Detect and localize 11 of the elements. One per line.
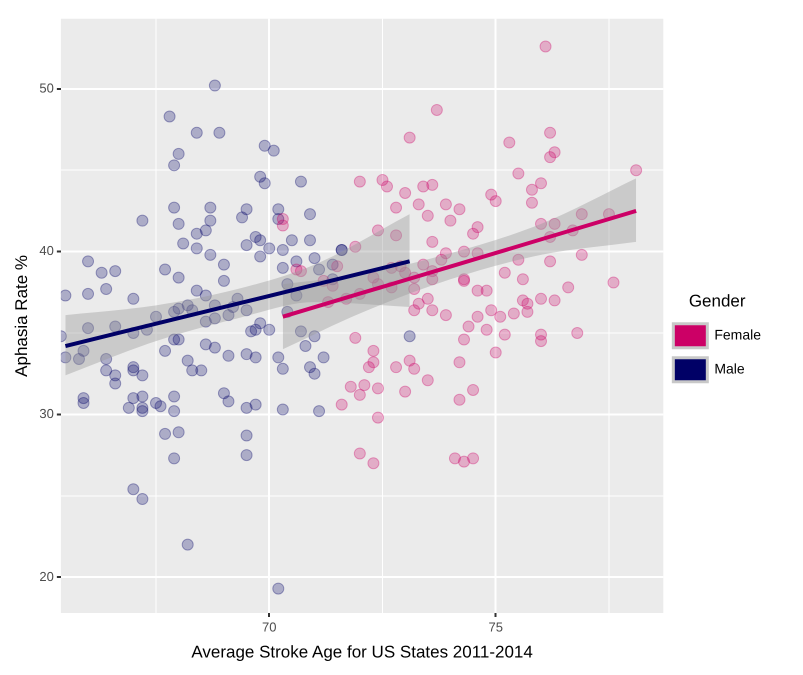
legend-label: Female (714, 326, 762, 343)
y-tick-label: 20 (39, 568, 54, 584)
x-tick-label: 70 (262, 619, 276, 634)
legend-title: Gender (688, 291, 746, 310)
x-tick-label: 75 (488, 619, 503, 634)
y-tick-label: 30 (39, 406, 54, 421)
x-axis-title: Average Stroke Age for US States 2011-2014 (191, 642, 533, 662)
y-tick-label: 40 (39, 243, 54, 258)
legend-label: Male (714, 360, 745, 377)
y-axis-title: Aphasia Rate % (12, 254, 31, 377)
y-tick-label: 50 (39, 80, 54, 96)
